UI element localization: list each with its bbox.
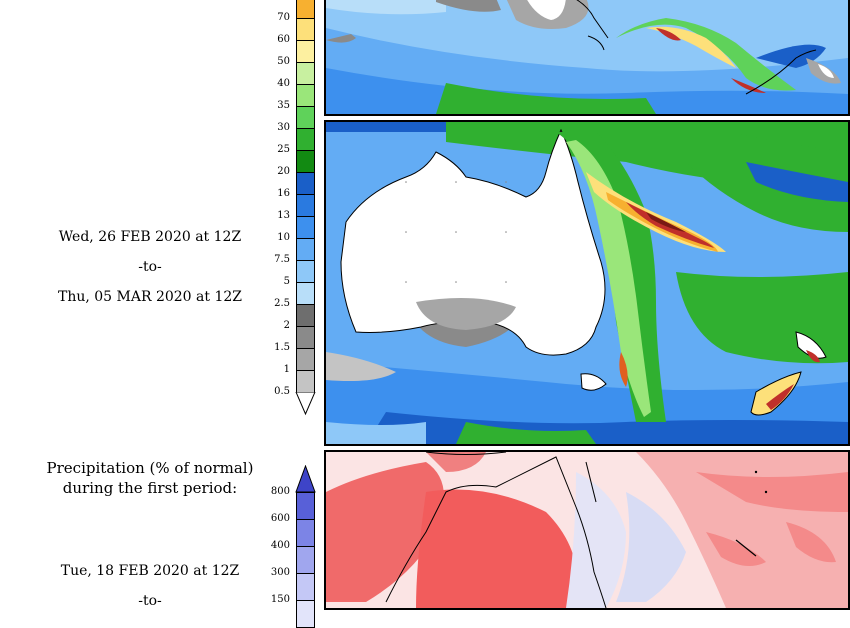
anomaly-period-start-label: Tue, 18 FEB 2020 at 12Z [60, 563, 240, 579]
precip-colorbar-segment [296, 62, 315, 85]
precip-colorbar-min-arrow [295, 392, 316, 416]
precip-colorbar-tick-label: 5 [283, 276, 290, 287]
precip-colorbar-tick-label: 40 [277, 78, 290, 89]
map-panel-bottom [324, 450, 850, 610]
map-top-svg [326, 0, 848, 114]
precip-colorbar-tick-label: 0.5 [274, 386, 290, 397]
precip-colorbar-segment [296, 260, 315, 283]
precip-colorbar-tick-label: 13 [277, 210, 290, 221]
precip-colorbar-segment [296, 18, 315, 41]
precip-colorbar-segment [296, 304, 315, 327]
anomaly-period-separator-label: -to- [138, 593, 162, 609]
period-separator-label: -to- [138, 259, 162, 275]
anomaly-colorbar-segment [296, 546, 315, 574]
precip-colorbar-tick-label: 10 [277, 232, 290, 243]
precip-colorbar-segment [296, 370, 315, 393]
anomaly-colorbar-max-arrow [295, 465, 316, 493]
precip-colorbar-segment [296, 282, 315, 305]
precip-colorbar-segment [296, 172, 315, 195]
precip-colorbar-segment [296, 0, 315, 19]
precip-colorbar-tick-label: 70 [277, 12, 290, 23]
precip-colorbar-segment [296, 326, 315, 349]
precip-colorbar-tick-label: 60 [277, 34, 290, 45]
map-middle-svg [326, 122, 848, 444]
precip-colorbar-tick-label: 1.5 [274, 342, 290, 353]
map-panel-middle [324, 120, 850, 446]
precip-colorbar-segment [296, 216, 315, 239]
period-start-label: Wed, 26 FEB 2020 at 12Z [58, 229, 242, 245]
precip-colorbar-segment [296, 106, 315, 129]
anomaly-colorbar-tick-label: 800 [270, 486, 290, 497]
map-bottom-svg [326, 452, 848, 608]
precip-colorbar-tick-label: 2 [283, 320, 290, 331]
anomaly-colorbar-tick-label: 300 [270, 567, 290, 578]
precip-colorbar-segment [296, 40, 315, 63]
precip-colorbar-tick-label: 30 [277, 122, 290, 133]
anomaly-colorbar-tick-label: 150 [270, 594, 290, 605]
precip-colorbar-tick-label: 50 [277, 56, 290, 67]
precip-colorbar-tick-label: 2.5 [274, 298, 290, 309]
precip-colorbar-segment [296, 128, 315, 151]
precip-colorbar-tick-label: 35 [277, 100, 290, 111]
anomaly-colorbar-segment [296, 573, 315, 601]
precip-colorbar-tick-label: 16 [277, 188, 290, 199]
precip-colorbar-tick-label: 7.5 [274, 254, 290, 265]
anomaly-colorbar-tick-label: 400 [270, 540, 290, 551]
anomaly-colorbar-segment [296, 519, 315, 547]
precip-colorbar-segment [296, 150, 315, 173]
anomaly-colorbar-segment [296, 600, 315, 628]
anomaly-colorbar-segment [296, 492, 315, 520]
precip-colorbar-tick-label: 1 [283, 364, 290, 375]
precip-colorbar-tick-label: 80 [246, 0, 290, 1]
precip-colorbar-segment [296, 84, 315, 107]
anomaly-title-line2: during the first period: [62, 479, 238, 497]
map-panel-top [324, 0, 850, 116]
precip-colorbar-segment [296, 194, 315, 217]
precip-colorbar-segment [296, 238, 315, 261]
anomaly-title-line1: Precipitation (% of normal) [46, 459, 254, 477]
anomaly-colorbar-tick-label: 600 [270, 513, 290, 524]
precip-colorbar-tick-label: 20 [277, 166, 290, 177]
precip-colorbar-segment [296, 348, 315, 371]
period-end-label: Thu, 05 MAR 2020 at 12Z [57, 289, 243, 305]
precip-colorbar-tick-label: 25 [277, 144, 290, 155]
